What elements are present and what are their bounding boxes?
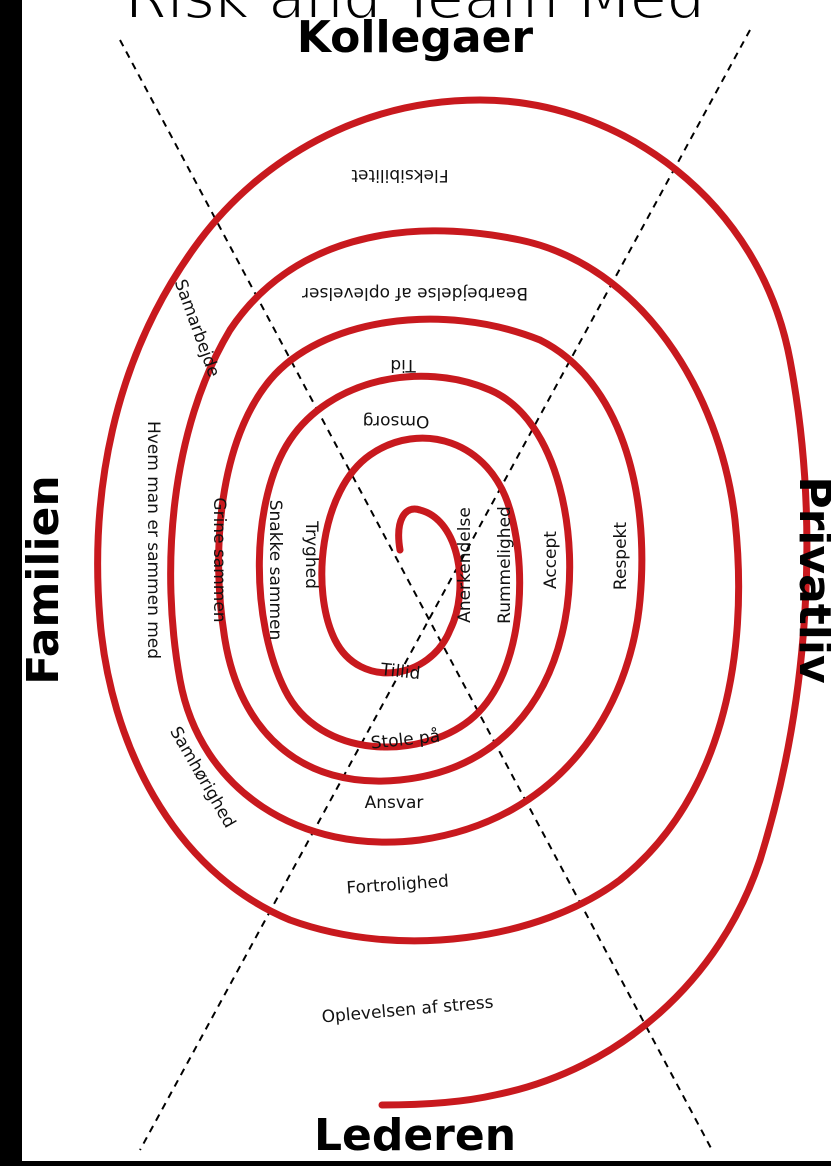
label-tillid: Tillid: [379, 660, 421, 684]
divider-line-b: [139, 29, 751, 1151]
label-tryghed: Tryghed: [301, 520, 321, 589]
label-bearbejdelse: Bearbejdelse af oplevelser: [302, 283, 528, 303]
label-snakke-sammen: Snakke sammen: [265, 500, 285, 641]
label-accept: Accept: [541, 531, 561, 589]
label-fleksibilitet: Fleksibilitet: [351, 165, 448, 185]
label-grine-sammen: Grine sammen: [209, 497, 229, 622]
label-hvem-man: Hvem man er sammen med: [143, 421, 163, 659]
label-respekt: Respekt: [611, 522, 631, 590]
label-tid: Tid: [390, 355, 416, 375]
corner-label-left: Familien: [18, 475, 69, 684]
corner-label-bottom: Lederen: [314, 1110, 516, 1161]
banner-title: Risk and Team Med: [125, 0, 705, 33]
spiral-path: [94, 96, 811, 1109]
label-omsorg: Omsorg: [363, 411, 430, 431]
label-rummelighed: Rummelighed: [495, 506, 515, 624]
corner-label-right: Privatliv: [789, 476, 831, 684]
canvas-background: [22, 0, 831, 1161]
divider-line-a: [119, 39, 713, 1151]
corner-label-top: Kollegaer: [297, 12, 534, 63]
label-anerkendelse: Anerkendelse: [455, 507, 475, 623]
label-ansvar: Ansvar: [365, 793, 424, 813]
